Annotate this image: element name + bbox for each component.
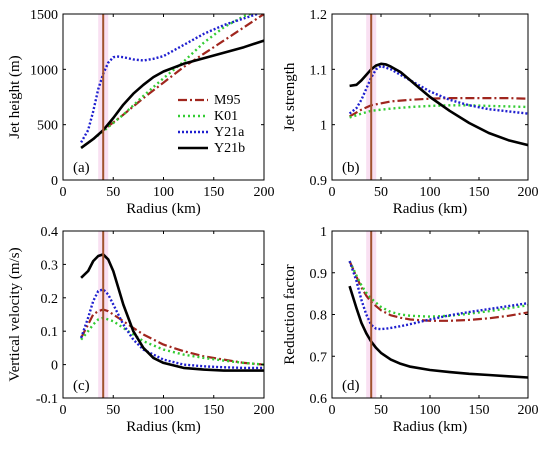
x-tick-label: 0 <box>60 403 67 418</box>
x-tick-label: 100 <box>420 185 441 200</box>
plot-frame <box>331 230 529 399</box>
x-tick-label: 0 <box>60 185 67 200</box>
series-line-y21a <box>79 288 264 370</box>
y-tick-label: 1 <box>320 225 327 240</box>
x-axis-label: Radius (km) <box>393 419 468 435</box>
series-line-y21b <box>80 39 264 149</box>
chart-panel-b: 0 50 100 150 200 0.9 1 1.1 1.2 Radius (km) Jet str… <box>282 8 539 217</box>
series-line-y21b <box>348 285 528 379</box>
y-tick-label: 0.1 <box>41 325 59 340</box>
y-tick-label: 0 <box>51 174 58 189</box>
x-tick-label: 200 <box>518 403 539 418</box>
y-tick-label: 0.3 <box>41 258 59 273</box>
y-axis-label: Jet height (m) <box>7 55 23 138</box>
y-axis-label: Reduction factor <box>282 264 298 364</box>
series-line-y21b <box>349 62 528 147</box>
y-axis-label: Vertical velocity (m/s) <box>7 247 23 381</box>
x-tick-label: 100 <box>153 403 174 418</box>
x-tick-label: 150 <box>469 403 490 418</box>
y-tick-label: 0.8 <box>310 309 328 324</box>
legend-background <box>174 92 258 162</box>
series-line-y21a <box>348 260 528 331</box>
panel-tag: (b) <box>342 160 360 176</box>
series-line-y21b <box>80 253 264 372</box>
y-tick-label: -0.1 <box>36 392 58 407</box>
y-tick-label: 0.9 <box>310 267 328 282</box>
series-line-k01 <box>80 316 264 366</box>
x-tick-label: 100 <box>420 403 441 418</box>
x-tick-label: 50 <box>106 403 120 418</box>
x-tick-label: 150 <box>203 185 224 200</box>
x-axis-label: Radius (km) <box>126 419 201 435</box>
x-axis-label: Radius (km) <box>126 201 201 217</box>
series-line-y21a <box>348 64 528 115</box>
y-tick-label: 0.6 <box>310 392 328 407</box>
y-tick-label: 500 <box>37 119 58 134</box>
legend-label-y21b: Y21b <box>214 141 245 156</box>
y-tick-label: 0 <box>51 359 58 374</box>
legend-label-k01: K01 <box>214 109 238 124</box>
legend-label-y21a: Y21a <box>214 125 245 140</box>
series-line-m95 <box>348 260 528 322</box>
y-tick-label: 0.4 <box>41 225 59 240</box>
series-line-m95 <box>80 308 264 366</box>
y-tick-label: 0.9 <box>310 174 328 189</box>
y-tick-label: 0.2 <box>41 292 59 307</box>
x-tick-label: 100 <box>153 185 174 200</box>
y-tick-label: 1500 <box>30 8 58 23</box>
series-line-m95 <box>349 96 528 118</box>
y-tick-label: 1.2 <box>310 8 328 23</box>
panel-tag: (d) <box>342 378 360 394</box>
y-tick-label: 1.1 <box>310 63 328 78</box>
x-tick-label: 50 <box>106 185 120 200</box>
x-tick-label: 200 <box>518 185 539 200</box>
x-tick-label: 150 <box>469 185 490 200</box>
x-tick-label: 50 <box>374 403 388 418</box>
chart-panel-a: 0 50 100 150 200 0 500 1000 1500 Radius (km) Jet h… <box>7 8 275 217</box>
x-tick-label: 0 <box>329 185 336 200</box>
panel-tag: (a) <box>73 160 90 176</box>
x-tick-label: 0 <box>329 403 336 418</box>
y-tick-label: 1000 <box>30 63 58 78</box>
panel-tag: (c) <box>73 378 90 394</box>
x-tick-label: 50 <box>374 185 388 200</box>
chart-panel-d: 0 50 100 150 200 0.6 0.7 0.8 0.9 1 Radius (km) Redu… <box>282 225 539 435</box>
x-tick-label: 150 <box>203 403 224 418</box>
y-tick-label: 1 <box>320 119 327 134</box>
legend-label-m95: M95 <box>214 93 240 108</box>
series-line-k01 <box>349 104 528 119</box>
plot-frame <box>62 230 265 399</box>
y-axis-label: Jet strength <box>282 62 298 131</box>
y-tick-label: 0.7 <box>310 350 328 365</box>
x-tick-label: 200 <box>254 185 275 200</box>
x-axis-label: Radius (km) <box>393 201 468 217</box>
x-tick-label: 200 <box>254 403 275 418</box>
series-line-y21a <box>80 14 262 143</box>
